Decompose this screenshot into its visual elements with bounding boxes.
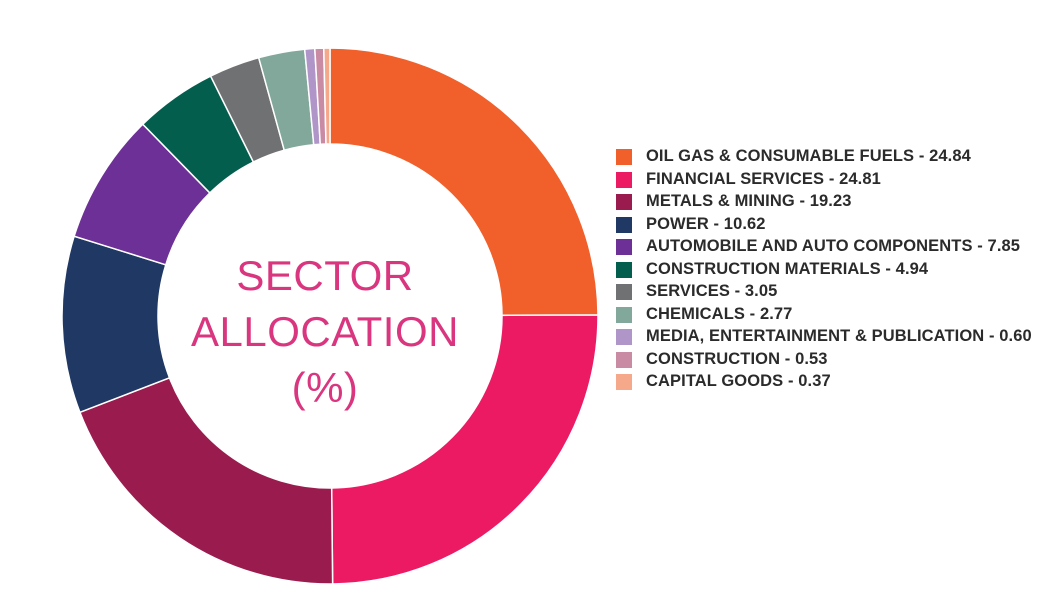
chart-title-line-1: SECTOR <box>236 252 414 299</box>
legend-swatch-6 <box>616 261 632 278</box>
donut-slice-2 <box>330 314 599 585</box>
legend-item-9: MEDIA, ENTERTAINMENT & PUBLICATION - 0.6… <box>616 325 1036 348</box>
chart-title: SECTOR ALLOCATION (%) <box>180 248 470 416</box>
legend-item-1: OIL GAS & CONSUMABLE FUELS - 24.84 <box>616 145 1036 168</box>
legend-swatch-9 <box>616 329 632 345</box>
chart-title-line-2: ALLOCATION <box>191 308 459 355</box>
legend-label-9: MEDIA, ENTERTAINMENT & PUBLICATION - 0.6… <box>646 327 1032 345</box>
legend-swatch-5 <box>616 239 632 255</box>
legend-label-10: CONSTRUCTION - 0.53 <box>646 349 828 368</box>
donut-slice-1 <box>329 47 599 317</box>
legend-swatch-4 <box>616 216 632 233</box>
legend-label-2: FINANCIAL SERVICES - 24.81 <box>646 169 881 188</box>
chart-title-line-3: (%) <box>291 364 359 411</box>
legend-swatch-7 <box>616 284 632 300</box>
legend-item-7: SERVICES - 3.05 <box>616 280 1036 303</box>
legend-swatch-1 <box>616 149 632 165</box>
legend-item-4: POWER - 10.62 <box>616 213 1036 236</box>
legend-swatch-8 <box>616 306 632 323</box>
legend-item-11: CAPITAL GOODS - 0.37 <box>616 370 1036 393</box>
legend-label-6: CONSTRUCTION MATERIALS - 4.94 <box>646 259 929 278</box>
legend-swatch-2 <box>616 171 632 188</box>
legend-item-2: FINANCIAL SERVICES - 24.81 <box>616 168 1036 191</box>
legend-item-8: CHEMICALS - 2.77 <box>616 303 1036 326</box>
legend-item-10: CONSTRUCTION - 0.53 <box>616 348 1036 371</box>
legend-label-11: CAPITAL GOODS - 0.37 <box>646 372 831 390</box>
legend-label-4: POWER - 10.62 <box>646 214 766 233</box>
legend-swatch-3 <box>616 194 632 210</box>
legend-label-1: OIL GAS & CONSUMABLE FUELS - 24.84 <box>646 147 971 165</box>
legend-label-5: AUTOMOBILE AND AUTO COMPONENTS - 7.85 <box>646 237 1021 255</box>
legend-label-7: SERVICES - 3.05 <box>646 282 778 300</box>
legend-item-5: AUTOMOBILE AND AUTO COMPONENTS - 7.85 <box>616 235 1036 258</box>
legend-swatch-11 <box>616 374 632 390</box>
legend-label-8: CHEMICALS - 2.77 <box>646 304 793 323</box>
chart-legend: OIL GAS & CONSUMABLE FUELS - 24.84 FINANC… <box>616 145 1036 393</box>
legend-item-3: METALS & MINING - 19.23 <box>616 190 1036 213</box>
donut-slice-11 <box>322 47 331 145</box>
legend-label-3: METALS & MINING - 19.23 <box>646 192 852 210</box>
legend-swatch-10 <box>616 351 632 368</box>
legend-item-6: CONSTRUCTION MATERIALS - 4.94 <box>616 258 1036 281</box>
